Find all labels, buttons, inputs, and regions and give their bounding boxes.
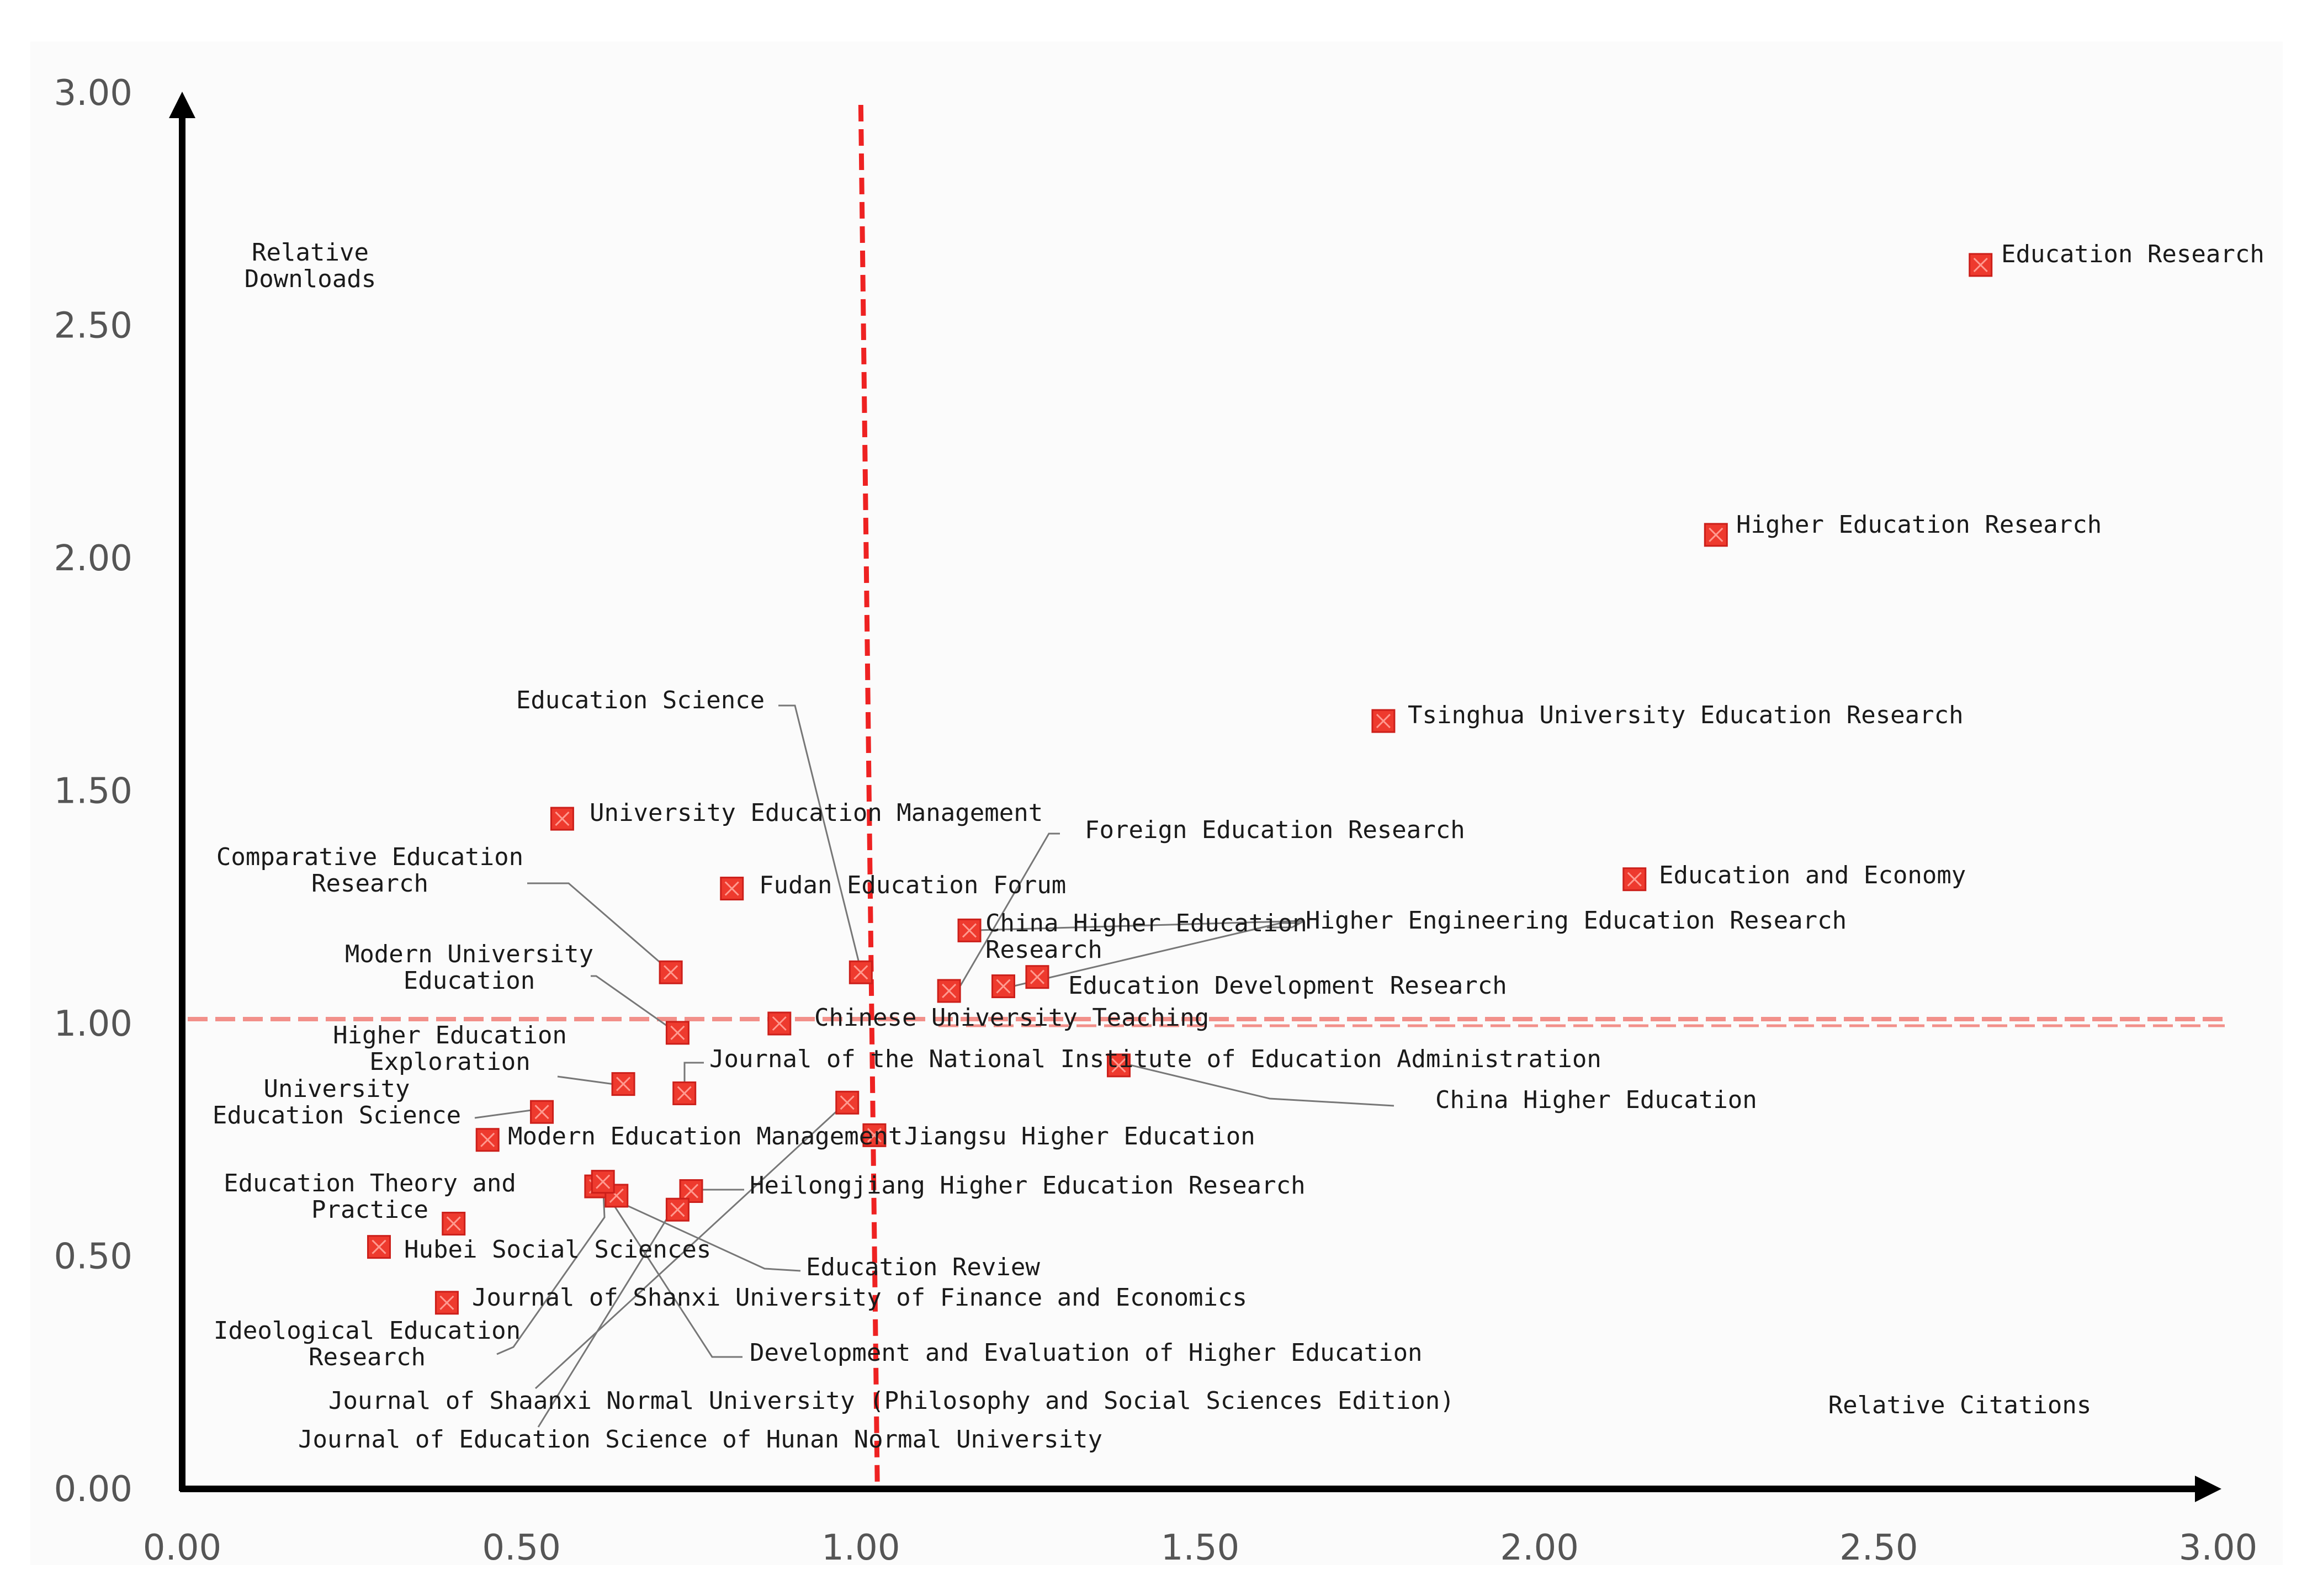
y-axis-title: Relative Downloads [245, 238, 376, 293]
data-point-marker-detail [677, 1086, 692, 1101]
data-point-label: Journal of Shanxi University of Finance … [472, 1284, 1247, 1312]
x-tick-label: 2.00 [1500, 1528, 1579, 1568]
data-point-marker-detail [1111, 1058, 1126, 1073]
leader-line [969, 920, 1305, 931]
data-point-marker-detail [596, 1174, 611, 1189]
data-point-marker-detail [683, 1184, 699, 1199]
data-point-marker [530, 1100, 554, 1124]
data-point-marker-detail [480, 1132, 495, 1147]
data-point-marker-detail [664, 965, 678, 980]
data-point-label: Education Development Research [1068, 972, 1507, 1000]
data-point-label: China Higher Education [1435, 1086, 1757, 1114]
data-point-label: Hubei Social Sciences [404, 1236, 711, 1264]
data-point-label: Education Review [806, 1253, 1040, 1281]
data-point-marker-detail [772, 1016, 787, 1031]
data-point-marker-detail [616, 1077, 631, 1091]
y-tick-label: 3.00 [54, 73, 133, 114]
data-point-marker-detail [534, 1105, 549, 1120]
x-tick-label: 0.00 [143, 1528, 222, 1568]
data-point-marker-detail [670, 1025, 685, 1040]
data-point-marker-detail [372, 1239, 386, 1254]
data-point-label: Higher Engineering Education Research [1306, 906, 1847, 935]
data-point-label: University Education Science [213, 1075, 461, 1130]
data-point-label: Tsinghua University Education Research [1408, 701, 1964, 729]
y-tick-label: 0.50 [54, 1237, 133, 1277]
data-point-label: Education Science [516, 686, 765, 714]
data-point-marker-detail [867, 1128, 882, 1143]
y-tick-label: 2.00 [54, 538, 133, 579]
data-point-marker [1106, 1053, 1131, 1078]
y-tick-label: 2.50 [54, 306, 133, 347]
data-point-marker-detail [853, 965, 868, 980]
data-point-label: Modern Education Management [508, 1122, 903, 1150]
data-point-label: Education Theory and Practice [224, 1169, 516, 1224]
x-tick-label: 2.50 [1839, 1528, 1918, 1568]
vertical-reference-line [858, 104, 880, 1491]
x-tick-label: 1.00 [821, 1528, 900, 1568]
data-point-marker-detail [996, 979, 1011, 994]
data-point-label: Education Research [2001, 240, 2264, 268]
data-point-marker-detail [439, 1295, 454, 1310]
data-point-label: Ideological Education Research [214, 1317, 521, 1371]
data-point-label: University Education Management [590, 799, 1043, 827]
data-point-label: Heilongjiang Higher Education Research [750, 1171, 1306, 1200]
data-point-label: Journal of Shaanxi Normal University (Ph… [328, 1387, 1455, 1415]
data-point-label: Education and Economy [1659, 861, 1966, 889]
data-point-label: Modern University Education [345, 940, 593, 995]
data-point-marker [1025, 965, 1049, 989]
y-tick-label: 1.00 [54, 1004, 133, 1044]
data-point-marker-detail [1709, 527, 1723, 542]
data-point-marker-detail [1627, 872, 1642, 887]
data-point-marker-detail [1376, 713, 1391, 729]
data-point-marker-detail [962, 923, 977, 938]
data-point-marker-detail [555, 812, 570, 826]
data-point-label: Development and Evaluation of Higher Edu… [750, 1339, 1423, 1367]
data-point-marker-detail [1030, 969, 1045, 984]
data-point-marker-detail [670, 1202, 685, 1217]
x-tick-label: 1.50 [1161, 1528, 1240, 1568]
data-point-label: Fudan Education Forum [759, 871, 1066, 899]
data-point-label: Foreign Education Research [1085, 816, 1465, 844]
data-point-marker [475, 1128, 500, 1152]
x-tick-label: 3.00 [2179, 1528, 2258, 1568]
data-point-label: Comparative Education Research [216, 843, 523, 898]
data-point-label: Higher Education Research [1736, 511, 2102, 539]
x-tick-label: 0.50 [482, 1528, 561, 1568]
data-point-marker-detail [1973, 257, 1988, 272]
data-point-marker-detail [446, 1216, 461, 1231]
leader-line [496, 1181, 606, 1355]
x-axis-title: Relative Citations [1828, 1391, 2092, 1419]
data-point-label: Higher Education Exploration [333, 1021, 567, 1076]
y-tick-label: 1.50 [54, 771, 133, 812]
data-point-label: Jiangsu Higher Education [904, 1122, 1255, 1150]
data-point-marker-detail [724, 881, 739, 896]
data-point-label: Journal of the National Institute of Edu… [709, 1045, 1601, 1073]
data-point-label: China Higher Education Research [985, 909, 1307, 964]
data-point-marker-detail [942, 983, 957, 999]
data-point-marker-detail [840, 1095, 855, 1110]
y-tick-label: 0.00 [54, 1469, 133, 1510]
data-point-label: Chinese University Teaching [814, 1004, 1209, 1032]
data-point-marker [767, 1011, 792, 1036]
data-point-label: Journal of Education Science of Hunan No… [298, 1425, 1102, 1454]
plot-area [30, 41, 2283, 1565]
